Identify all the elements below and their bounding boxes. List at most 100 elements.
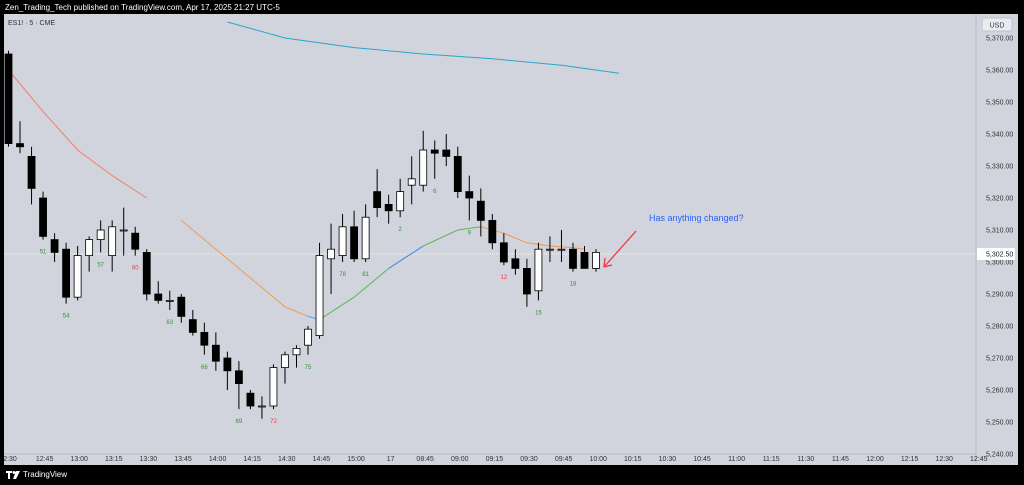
candle[interactable] [304, 326, 312, 355]
tradingview-brand: TradingView [23, 470, 68, 479]
candle[interactable] [327, 223, 335, 294]
candle-body [39, 197, 47, 237]
y-tick-label: 5,340.00 [986, 132, 1013, 139]
candle[interactable] [315, 242, 324, 339]
candle[interactable] [488, 214, 497, 250]
candle-body [258, 405, 266, 408]
candle-body [373, 191, 382, 209]
candle[interactable] [592, 249, 600, 272]
candle[interactable] [476, 188, 485, 237]
candle[interactable] [27, 146, 36, 205]
candle[interactable] [569, 242, 577, 272]
candle[interactable] [200, 322, 209, 355]
annotation-arrow-head [603, 257, 613, 268]
candle[interactable] [465, 175, 474, 221]
candle[interactable] [557, 230, 566, 262]
candle[interactable] [430, 140, 439, 179]
y-tick-label: 5,250.00 [986, 420, 1013, 427]
candle-body [580, 251, 589, 269]
candle[interactable] [534, 242, 543, 301]
price-chart-svg[interactable]: ES1! · 5 · CME USD 5,240.00 5,250.00 5,260.0… [4, 14, 1018, 465]
candle[interactable] [119, 207, 128, 256]
y-tick-label: 5,360.00 [986, 68, 1013, 75]
annotation-arrow [603, 230, 637, 268]
current-price-label: 5,302.50 [986, 252, 1013, 259]
candle[interactable] [350, 210, 359, 262]
candle[interactable] [16, 121, 24, 154]
chart-area[interactable]: ES1! · 5 · CME USD 5,240.00 5,250.00 5,260.0… [4, 14, 1018, 465]
x-tick-label: 11:30 [797, 456, 814, 463]
candle[interactable] [108, 220, 117, 272]
candle[interactable] [442, 134, 451, 166]
x-tick-label: 09:30 [520, 456, 538, 463]
x-tick-label: 09:15 [486, 456, 504, 463]
candle[interactable] [407, 156, 416, 205]
candle-body [177, 296, 186, 317]
candle[interactable] [4, 50, 13, 147]
candle[interactable] [361, 204, 370, 262]
candle-body [592, 251, 600, 269]
candle[interactable] [142, 249, 151, 301]
candle[interactable] [396, 178, 405, 218]
candle-body [4, 53, 13, 144]
candle-count-label: 60 [132, 266, 139, 272]
candle[interactable] [580, 246, 589, 269]
candle-count-label: 69 [236, 419, 243, 425]
candle[interactable] [188, 310, 197, 336]
candle[interactable] [96, 220, 105, 253]
candle[interactable] [546, 236, 554, 262]
candle[interactable] [419, 130, 428, 192]
candle[interactable] [373, 169, 382, 218]
y-tick-label: 5,280.00 [986, 324, 1013, 331]
candle-body [499, 242, 508, 263]
currency-box[interactable] [981, 17, 1013, 32]
candle[interactable] [131, 226, 140, 256]
candle[interactable] [177, 294, 186, 323]
candle-body [304, 328, 312, 346]
candle[interactable] [499, 233, 508, 266]
candle[interactable] [85, 236, 94, 272]
candle[interactable] [73, 246, 82, 301]
candle[interactable] [269, 364, 278, 410]
candle[interactable] [223, 351, 232, 390]
y-tick-label: 5,270.00 [986, 356, 1013, 363]
candle[interactable] [258, 396, 266, 419]
candle-body [419, 149, 428, 186]
candle[interactable] [50, 233, 59, 262]
annotation-text[interactable]: Has anything changed? [649, 213, 744, 223]
candle-count-label: 78 [339, 272, 346, 278]
x-tick-label: 09:45 [555, 456, 573, 463]
x-tick-label: 13:30 [140, 456, 158, 463]
candle[interactable] [281, 351, 289, 384]
y-tick-label: 5,320.00 [986, 196, 1013, 203]
candle[interactable] [453, 146, 462, 198]
candle[interactable] [211, 332, 220, 371]
x-tick-label: 14:45 [313, 456, 331, 463]
moving-average-trend-segment [319, 268, 390, 321]
y-tick-label: 5,300.00 [986, 260, 1013, 267]
moving-average-trend-segment [8, 69, 147, 199]
candle-body [211, 344, 220, 362]
candle-body [511, 258, 520, 269]
candle[interactable] [338, 214, 347, 262]
candle[interactable] [523, 258, 531, 307]
candle[interactable] [154, 281, 163, 304]
candle-count-label: 12 [501, 275, 508, 281]
candle[interactable] [39, 191, 47, 240]
publish-header: Zen_Trading_Tech published on TradingVie… [5, 3, 280, 12]
candle[interactable] [292, 345, 301, 368]
moving-average-trend-segment [388, 245, 424, 269]
candle[interactable] [234, 361, 243, 410]
x-tick-label: 14:15 [243, 456, 261, 463]
candle-body [96, 229, 105, 240]
candle[interactable] [165, 290, 174, 310]
candle-body [396, 191, 405, 212]
moving-average-trend-segment [422, 226, 481, 247]
y-tick-label: 5,330.00 [986, 164, 1013, 171]
candle[interactable] [246, 390, 255, 410]
candle[interactable] [511, 249, 520, 275]
candle[interactable] [62, 242, 70, 304]
candle-body [223, 357, 232, 372]
candle-count-label: 9 [468, 230, 472, 236]
candle[interactable] [384, 194, 393, 224]
